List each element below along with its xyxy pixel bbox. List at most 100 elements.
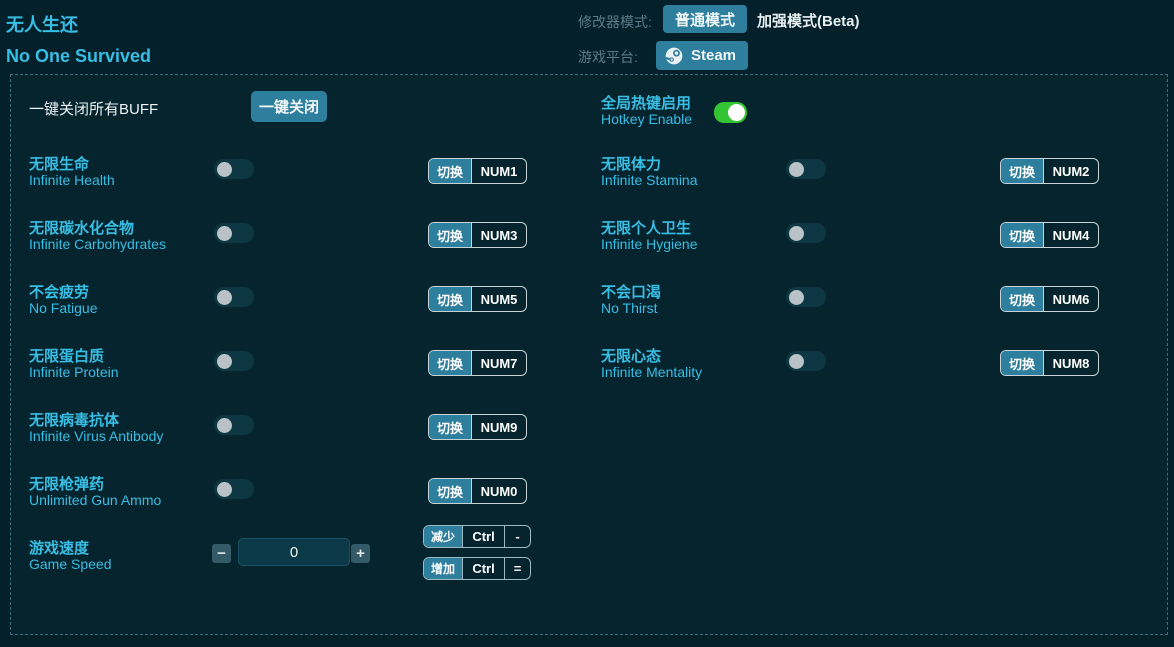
cheat-label-zh: 无限蛋白质 (29, 348, 105, 365)
decrease-key-label: - (504, 526, 530, 547)
hotkey-action-label: 切换 (1001, 351, 1044, 375)
game-speed-decrement-button[interactable]: − (212, 544, 231, 563)
hotkey-key-label: NUM8 (1043, 351, 1098, 375)
cheat-label-zh: 无限生命 (29, 156, 90, 173)
cheat-row-infinite-health: 无限生命 Infinite Health 切换 NUM1 (29, 153, 589, 197)
hotkey-key-label: NUM3 (471, 223, 526, 247)
cheat-label-zh: 不会口渴 (601, 284, 662, 301)
toggle-knob (789, 161, 804, 177)
hotkey-key-label: NUM5 (471, 287, 526, 311)
global-hotkey-label-en: Hotkey Enable (601, 111, 693, 127)
cheat-label-zh: 不会疲劳 (29, 284, 90, 301)
cheat-row-infinite-hygiene: 无限个人卫生 Infinite Hygiene 切换 NUM4 (601, 217, 1161, 261)
cheat-label-zh: 无限心态 (601, 348, 662, 365)
cheat-toggle[interactable] (214, 351, 254, 371)
cheat-row-no-thirst: 不会口渴 No Thirst 切换 NUM6 (601, 281, 1161, 325)
hotkey-key-label: NUM6 (1043, 287, 1098, 311)
hotkey-enable-toggle[interactable] (714, 102, 747, 123)
toggle-knob (217, 417, 232, 433)
cheat-label-en: Infinite Mentality (601, 364, 703, 380)
mode-normal-button[interactable]: 普通模式 (663, 5, 748, 33)
global-hotkey-label-zh: 全局热键启用 (601, 95, 692, 112)
cheat-label-en: Infinite Virus Antibody (29, 428, 164, 444)
toggle-knob (217, 289, 232, 305)
cheat-label-en: Infinite Hygiene (601, 236, 698, 252)
cheat-toggle[interactable] (214, 287, 254, 307)
cheat-toggle[interactable] (786, 159, 826, 179)
game-speed-row: 游戏速度 Game Speed − + 减少 Ctrl - 增加 Ctrl = (29, 523, 589, 585)
cheat-row-infinite-protein: 无限蛋白质 Infinite Protein 切换 NUM7 (29, 345, 589, 389)
cheat-hotkey-button[interactable]: 切换 NUM4 (1000, 222, 1099, 248)
steam-label: Steam (691, 47, 737, 64)
cheat-hotkey-button[interactable]: 切换 NUM2 (1000, 158, 1099, 184)
game-platform-label: 游戏平台: (578, 49, 638, 65)
cheat-label-en: No Thirst (601, 300, 658, 316)
app-title-zh: 无人生还 (6, 15, 78, 35)
hotkey-action-label: 切换 (429, 223, 472, 247)
cheat-hotkey-button[interactable]: 切换 NUM6 (1000, 286, 1099, 312)
hotkey-key-label: NUM0 (471, 479, 526, 503)
mode-enhanced-option[interactable]: 加强模式(Beta) (757, 13, 860, 30)
game-speed-increase-hotkey-button[interactable]: 增加 Ctrl = (423, 557, 531, 580)
cheat-hotkey-button[interactable]: 切换 NUM9 (428, 414, 527, 440)
toggle-knob (789, 289, 804, 305)
cheat-row-unlimited-gun-ammo: 无限枪弹药 Unlimited Gun Ammo 切换 NUM0 (29, 473, 589, 517)
cheat-toggle[interactable] (214, 479, 254, 499)
hotkey-action-label: 切换 (429, 479, 472, 503)
cheat-label-zh: 无限碳水化合物 (29, 220, 135, 237)
decrease-modifier-label: Ctrl (462, 526, 504, 547)
steam-icon (664, 46, 684, 66)
increase-action-label: 增加 (424, 558, 463, 579)
hotkey-key-label: NUM7 (471, 351, 526, 375)
cheat-hotkey-button[interactable]: 切换 NUM8 (1000, 350, 1099, 376)
cheat-label-en: Unlimited Gun Ammo (29, 492, 162, 508)
cheat-toggle[interactable] (214, 223, 254, 243)
toggle-knob (217, 161, 232, 177)
increase-modifier-label: Ctrl (462, 558, 504, 579)
game-speed-label-en: Game Speed (29, 556, 112, 572)
cheat-row-infinite-mentality: 无限心态 Infinite Mentality 切换 NUM8 (601, 345, 1161, 389)
cheat-label-zh: 无限个人卫生 (601, 220, 692, 237)
cheat-hotkey-button[interactable]: 切换 NUM1 (428, 158, 527, 184)
cheat-hotkey-button[interactable]: 切换 NUM7 (428, 350, 527, 376)
cheat-label-en: Infinite Protein (29, 364, 119, 380)
hotkey-action-label: 切换 (1001, 223, 1044, 247)
cheat-label-zh: 无限病毒抗体 (29, 412, 120, 429)
cheat-toggle[interactable] (786, 287, 826, 307)
cheat-row-infinite-virus-antibody: 无限病毒抗体 Infinite Virus Antibody 切换 NUM9 (29, 409, 589, 453)
cheat-label-en: No Fatigue (29, 300, 98, 316)
toggle-knob (217, 353, 232, 369)
trainer-mode-label: 修改器模式: (578, 14, 652, 30)
game-speed-decrease-hotkey-button[interactable]: 减少 Ctrl - (423, 525, 531, 548)
hotkey-key-label: NUM4 (1043, 223, 1098, 247)
toggle-knob (217, 225, 232, 241)
game-speed-label-zh: 游戏速度 (29, 540, 90, 557)
hotkey-key-label: NUM2 (1043, 159, 1098, 183)
cheat-label-en: Infinite Stamina (601, 172, 698, 188)
hotkey-key-label: NUM9 (471, 415, 526, 439)
decrease-action-label: 减少 (424, 526, 463, 547)
cheat-row-no-fatigue: 不会疲劳 No Fatigue 切换 NUM5 (29, 281, 589, 325)
game-speed-input[interactable] (238, 538, 350, 566)
hotkey-action-label: 切换 (1001, 159, 1044, 183)
cheat-hotkey-button[interactable]: 切换 NUM3 (428, 222, 527, 248)
cheat-toggle[interactable] (214, 415, 254, 435)
hotkey-action-label: 切换 (429, 287, 472, 311)
hotkey-action-label: 切换 (429, 159, 472, 183)
cheat-toggle[interactable] (214, 159, 254, 179)
cheat-hotkey-button[interactable]: 切换 NUM5 (428, 286, 527, 312)
platform-steam-button[interactable]: Steam (656, 41, 749, 70)
hotkey-action-label: 切换 (1001, 287, 1044, 311)
close-all-button[interactable]: 一键关闭 (251, 91, 327, 122)
toggle-knob (728, 104, 745, 121)
cheat-label-en: Infinite Health (29, 172, 115, 188)
cheat-toggle[interactable] (786, 223, 826, 243)
cheat-label-zh: 无限体力 (601, 156, 662, 173)
cheat-label-en: Infinite Carbohydrates (29, 236, 166, 252)
app-title-en: No One Survived (6, 46, 152, 66)
hotkey-key-label: NUM1 (471, 159, 526, 183)
game-speed-increment-button[interactable]: + (351, 544, 370, 563)
cheat-toggle[interactable] (786, 351, 826, 371)
trainer-panel: 一键关闭所有BUFF 一键关闭 全局热键启用 Hotkey Enable 无限生… (10, 74, 1168, 635)
cheat-hotkey-button[interactable]: 切换 NUM0 (428, 478, 527, 504)
